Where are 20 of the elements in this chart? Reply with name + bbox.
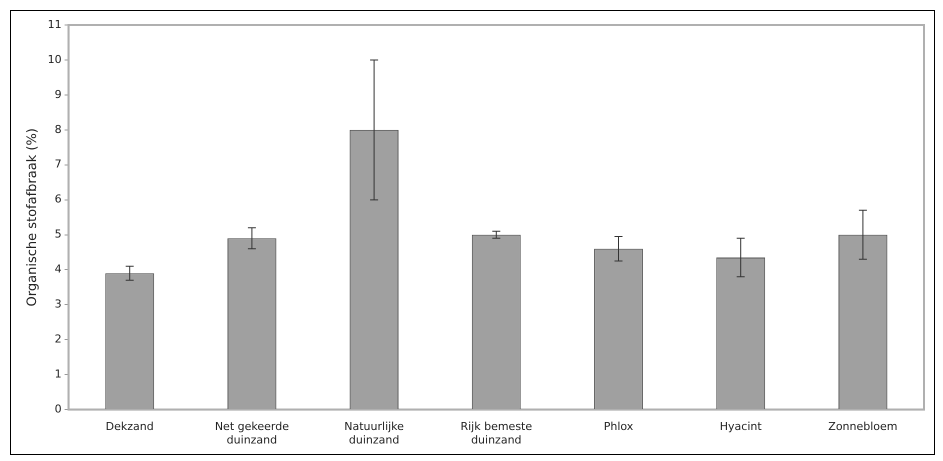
y-axis-title: Organische stofafbraak (%) — [25, 128, 40, 306]
x-tick-label: Net gekeerde duinzand — [214, 420, 290, 446]
x-tick-label: Hyacint — [720, 420, 762, 434]
x-tick-label: Zonnebloem — [828, 420, 898, 434]
y-tick-label: 2 — [54, 332, 62, 346]
y-tick-label: 4 — [54, 262, 62, 276]
y-tick-label: 8 — [54, 122, 62, 136]
y-tick-label: 10 — [48, 52, 62, 66]
y-tick-label: 0 — [54, 402, 62, 416]
y-tick-label: 1 — [54, 367, 62, 380]
y-tick-label: 6 — [54, 192, 62, 206]
x-tick-label: Rijk bemeste duinzand — [460, 420, 532, 446]
y-tick-label: 7 — [54, 158, 62, 171]
y-tick-label: 9 — [54, 88, 62, 101]
x-tick-label: Dekzand — [106, 420, 154, 434]
y-tick-label: 3 — [54, 298, 62, 311]
y-tick-label: 11 — [48, 18, 62, 31]
y-tick-label: 5 — [54, 228, 62, 241]
x-tick-label: Natuurlijke duinzand — [344, 420, 404, 446]
x-tick-label: Phlox — [604, 420, 634, 434]
